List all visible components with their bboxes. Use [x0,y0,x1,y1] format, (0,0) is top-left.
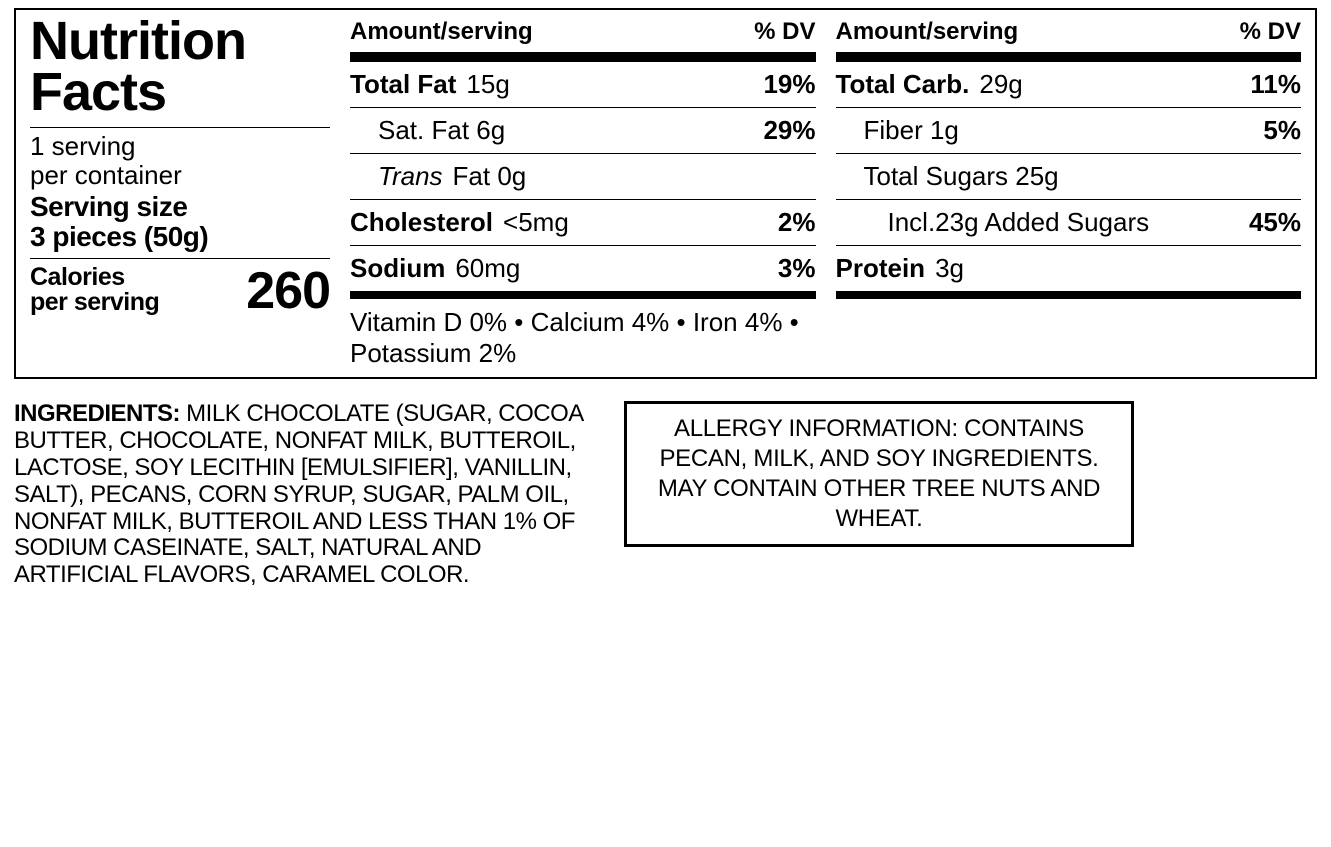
header-amount: Amount/serving [350,18,533,46]
nutrient-dv: 11% [1250,69,1301,100]
nutrient-row: Total Carb. 29g 11% [836,62,1302,107]
col-header: Amount/serving % DV [836,16,1302,52]
nutrient-row: Total Sugars 25g [836,153,1302,199]
nutrient-row: Protein 3g [836,245,1302,291]
nutrient-name: Trans Fat 0g [350,161,526,192]
allergy-box: ALLERGY INFORMATION: CONTAINS PECAN, MIL… [624,401,1134,547]
nutrient-row: Trans Fat 0g [350,153,816,199]
serving-size-value: 3 pieces (50g) [30,221,208,252]
nutrient-row: Sat. Fat 6g 29% [350,107,816,153]
nutrient-row: Fiber 1g 5% [836,107,1302,153]
nutrient-value: <5mg [503,207,569,238]
ingredients-lead: INGREDIENTS: [14,400,180,427]
calories-label: Calories per serving [30,265,159,315]
servings-line1: 1 serving [30,131,136,161]
ingredients-body: MILK CHOCOLATE (SUGAR, COCOA BUTTER, CHO… [14,400,582,588]
header-dv: % DV [1240,18,1301,46]
title-line2: Facts [30,62,166,122]
nutrient-col-2: Amount/serving % DV Total Carb. 29g 11% Fib… [836,16,1302,369]
title: Nutrition Facts [30,16,330,119]
nutrient-row: Sodium 60mg 3% [350,245,816,291]
nutrient-dv: 2% [778,207,816,238]
header-amount: Amount/serving [836,18,1019,46]
col-header: Amount/serving % DV [350,16,816,52]
below-panel: INGREDIENTS: MILK CHOCOLATE (SUGAR, COCO… [14,401,1317,589]
nutrient-name-bold: Cholesterol [350,207,493,238]
nutrient-name-bold: Total Fat [350,69,456,100]
nutrient-name-text: Sat. Fat 6g [378,115,505,146]
nutrient-value: 3g [935,253,964,284]
nutrient-name: Sat. Fat 6g [350,115,505,146]
nutrient-dv: 29% [763,115,815,146]
calories-label-line1: Calories [30,263,125,291]
nutrient-dv: 3% [778,253,816,284]
nutrient-value: 15g [466,69,509,100]
nutrient-row: Total Fat 15g 19% [350,62,816,107]
nutrient-name: Incl.23g Added Sugars [836,207,1150,238]
nutrient-name-text: Fat 0g [453,161,527,192]
nutrient-name-bold: Sodium [350,253,445,284]
nutrient-name: Sodium 60mg [350,253,520,284]
nutrient-value: 29g [979,69,1022,100]
nutrient-columns: Amount/serving % DV Total Fat 15g 19% Sat. … [350,16,1301,369]
calories-label-line2: per serving [30,288,159,316]
servings-line2: per container [30,160,182,190]
nutrient-name-text: Incl.23g Added Sugars [888,207,1150,238]
nutrition-facts-panel: Nutrition Facts 1 serving per container … [14,8,1317,379]
nutrient-name: Protein 3g [836,253,965,284]
vitamins-line: Vitamin D 0% • Calcium 4% • Iron 4% • Po… [350,299,816,369]
servings-per-container: 1 serving per container [30,132,330,190]
nutrient-dv: 19% [763,69,815,100]
nutrient-name: Total Fat 15g [350,69,510,100]
nutrient-name: Total Sugars 25g [836,161,1059,192]
ingredients-block: INGREDIENTS: MILK CHOCOLATE (SUGAR, COCO… [14,401,584,589]
calories-row: Calories per serving 260 [30,265,330,315]
header-dv: % DV [754,18,815,46]
nutrient-dv: 45% [1249,207,1301,238]
nutrient-name: Fiber 1g [836,115,959,146]
calories-value: 260 [246,268,330,315]
nutrient-name-text: Fiber 1g [864,115,959,146]
nutrient-row: Incl.23g Added Sugars 45% [836,199,1302,245]
nutrient-name-text: Total Sugars 25g [864,161,1059,192]
nutrient-row: Cholesterol <5mg 2% [350,199,816,245]
nutrient-name-italic: Trans [378,161,443,192]
nutrient-name-bold: Protein [836,253,926,284]
col2-rows: Total Carb. 29g 11% Fiber 1g 5% Total Sugars … [836,62,1302,291]
nutrient-name: Cholesterol <5mg [350,207,569,238]
col1-rows: Total Fat 15g 19% Sat. Fat 6g 29% Trans Fat 0… [350,62,816,291]
serving-size-label: Serving size [30,191,187,222]
left-column: Nutrition Facts 1 serving per container … [30,16,330,369]
nutrient-name-bold: Total Carb. [836,69,970,100]
nutrient-name: Total Carb. 29g [836,69,1023,100]
serving-size: Serving size 3 pieces (50g) [30,192,330,252]
nutrient-dv: 5% [1263,115,1301,146]
nutrient-value: 60mg [455,253,520,284]
nutrient-col-1: Amount/serving % DV Total Fat 15g 19% Sat. … [350,16,816,369]
